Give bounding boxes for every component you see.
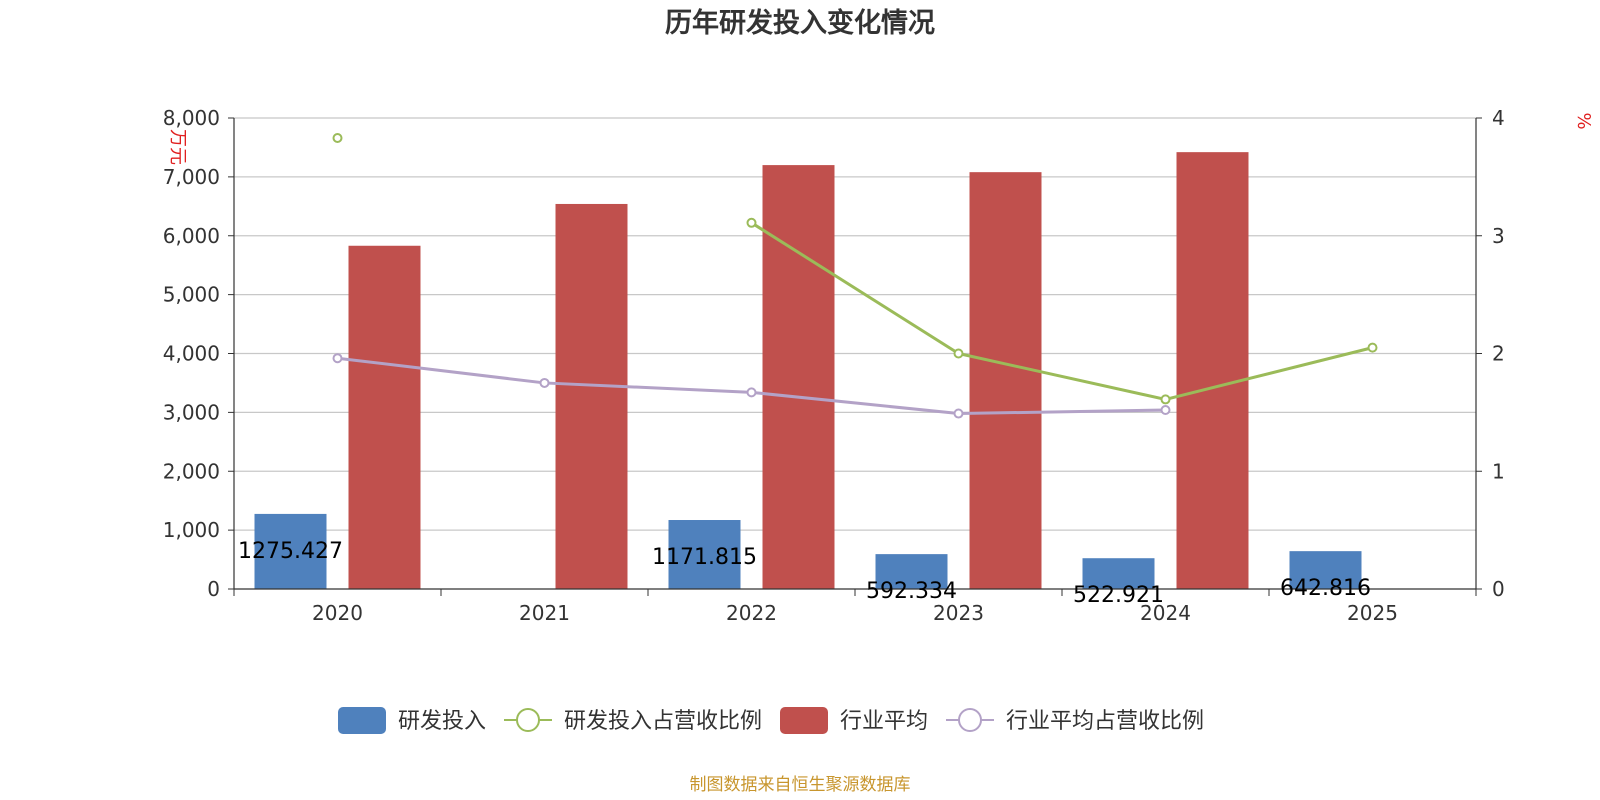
bar-行业平均 [1176,152,1249,589]
data-labels: 1275.427 1171.815 592.334 522.921 642.816 [238,539,1371,608]
left-axis-unit: 万元 [167,129,188,165]
line-point-研发投入占营收比例 [953,348,964,359]
legend-label: 行业平均 [840,709,928,734]
x-tick-label: 2020 [312,601,363,625]
line-point-行业平均占营收比例 [332,353,343,364]
bar-行业平均 [762,165,835,589]
line-segment-研发投入占营收比例 [958,352,1166,401]
x-tick-label: 2025 [1347,601,1398,625]
lines [332,133,1378,419]
bar-行业平均 [555,203,628,589]
right-tick-label: 0 [1492,577,1505,601]
legend-label: 研发投入占营收比例 [564,709,762,734]
left-tick-label: 0 [207,577,220,601]
x-tick-label: 2024 [1140,601,1191,625]
legend: 研发投入 研发投入占营收比例 行业平均 行业平均占营收比例 [338,707,1204,734]
left-tick-label: 3,000 [163,400,220,424]
bars [254,152,1362,590]
line-point-行业平均占营收比例 [1160,405,1171,416]
bar-data-label: 642.816 [1280,576,1371,601]
bar-data-label: 592.334 [866,579,957,604]
x-tick-label: 2023 [933,601,984,625]
line-segment-行业平均占营收比例 [958,408,1166,416]
line-point-研发投入占营收比例 [332,133,343,144]
grid [234,117,1476,531]
line-segment-行业平均占营收比例 [751,390,959,416]
legend-label: 行业平均占营收比例 [1006,709,1204,734]
left-tick-label: 8,000 [163,106,220,130]
axes: 0 1,000 2,000 3,000 4,000 5,000 6,000 7,000 8,00… [163,106,1505,625]
bar-研发投入 [1289,551,1362,589]
bar-data-label: 1275.427 [238,539,343,564]
bar-data-label: 1171.815 [652,545,757,570]
bar-行业平均 [969,172,1042,590]
right-axis-unit: % [1573,112,1594,129]
bar-研发投入 [668,520,741,589]
line-point-行业平均占营收比例 [953,408,964,419]
right-tick-label: 1 [1492,459,1505,483]
legend-swatch-行业平均 [780,707,828,734]
left-tick-label: 6,000 [163,224,220,248]
line-point-研发投入占营收比例 [1160,394,1171,405]
line-point-行业平均占营收比例 [539,377,550,388]
left-tick-label: 1,000 [163,518,220,542]
left-tick-label: 2,000 [163,459,220,483]
left-tick-label: 7,000 [163,165,220,189]
line-point-行业平均占营收比例 [746,387,757,398]
left-tick-label: 4,000 [163,342,220,366]
line-segment-研发投入占营收比例 [1165,346,1373,401]
chart-title: 历年研发投入变化情况 [665,7,935,39]
right-tick-label: 4 [1492,106,1505,130]
legend-label: 研发投入 [398,709,486,734]
line-segment-行业平均占营收比例 [337,356,545,385]
x-tick-label: 2021 [519,601,570,625]
legend-swatch-研发投入 [338,707,386,734]
bar-行业平均 [348,245,421,590]
line-point-研发投入占营收比例 [1367,342,1378,353]
line-point-研发投入占营收比例 [746,217,757,228]
line-segment-行业平均占营收比例 [544,381,752,394]
bar-data-label: 522.921 [1073,583,1164,608]
right-tick-label: 2 [1492,342,1505,366]
bar-研发投入 [1082,558,1155,589]
legend-marker-研发投入占营收比例 [516,708,540,732]
x-tick-label: 2022 [726,601,777,625]
bar-研发投入 [875,554,948,589]
legend-marker-行业平均占营收比例 [958,708,982,732]
line-segment-研发投入占营收比例 [750,221,960,355]
right-tick-label: 3 [1492,224,1505,248]
bar-研发投入 [254,513,327,589]
source-note: 制图数据来自恒生聚源数据库 [690,775,911,795]
left-tick-label: 5,000 [163,283,220,307]
